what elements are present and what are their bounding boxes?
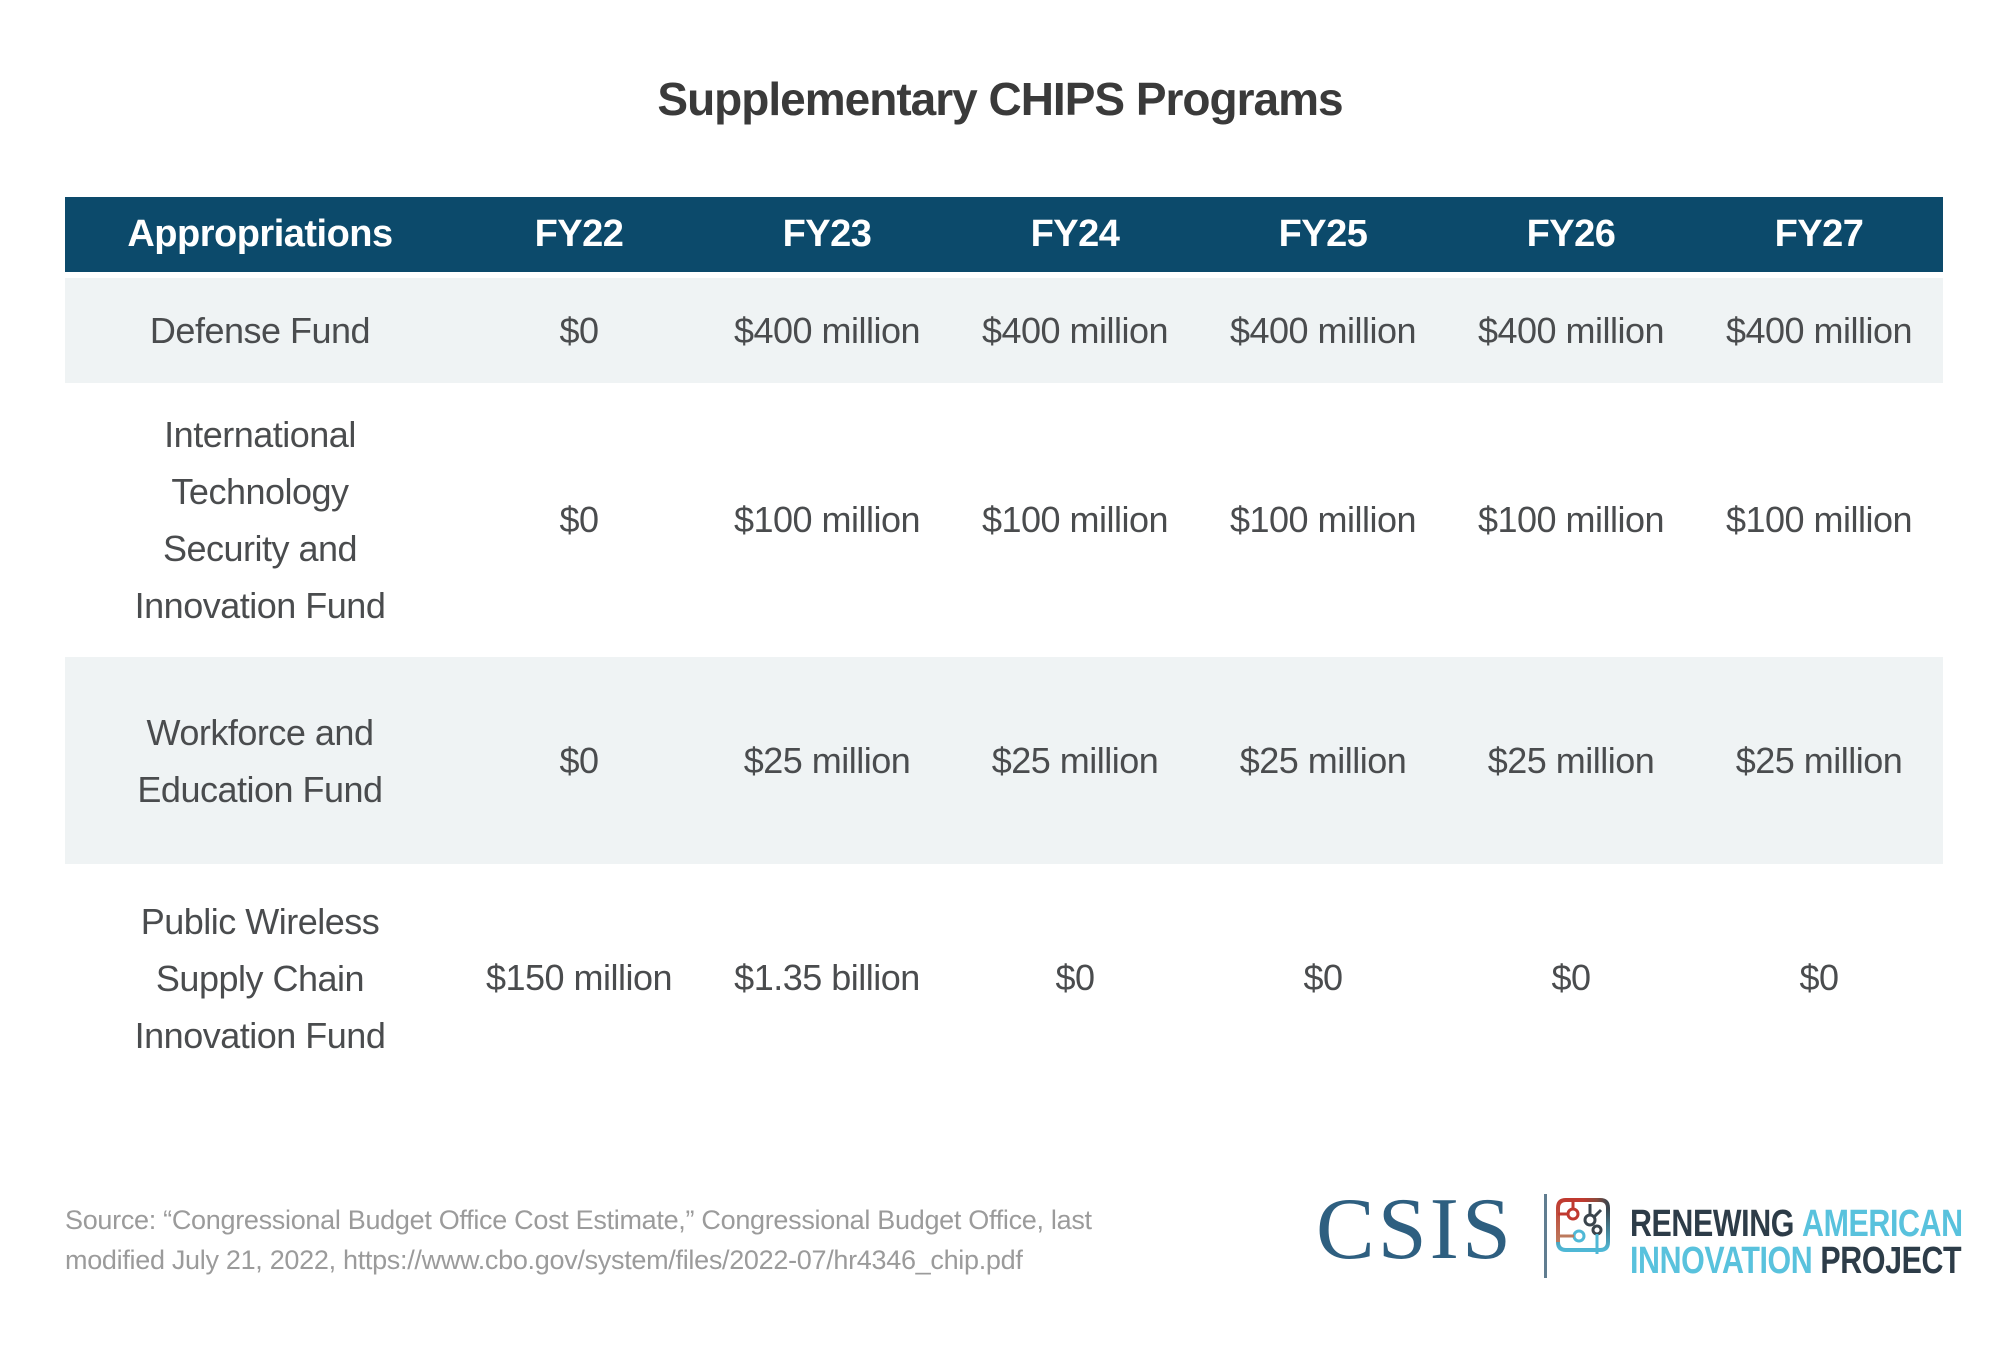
branding-block: CSIS [1300,1180,1963,1320]
source-note: Source: “Congressional Budget Office Cos… [65,1205,1092,1275]
appropriations-table: Appropriations FY22 FY23 FY24 FY25 FY26 FY27 D… [65,197,1943,1092]
value-cell: $0 [1303,957,1343,998]
table-row: International Technology Security and In… [65,383,1943,657]
value-cell: $0 [1799,957,1839,998]
raip-project-label: PROJECT [1820,1240,1962,1282]
value-cell: $0 [559,309,599,351]
value-cell: $400 million [733,309,921,351]
column-header: FY26 [1447,197,1695,278]
circuit-chip-icon [1554,1196,1612,1265]
value-cell: $25 million [1239,739,1407,781]
value-cell: $400 million [981,309,1169,351]
row-name-cell: Workforce and Education Fund [137,711,383,810]
raip-american-label: AMERICAN [1802,1203,1963,1245]
value-cell: $100 million [1229,499,1417,540]
value-cell: $400 million [1477,309,1665,351]
column-header: FY25 [1199,197,1447,278]
value-cell: $0 [559,499,599,540]
value-cell: $400 million [1725,309,1913,351]
value-cell: $400 million [1229,309,1417,351]
column-header: FY22 [455,197,703,278]
value-cell: $100 million [1477,499,1665,540]
renewing-american-innovation-project-logo: RENEWING AMERICAN INNOVATION PROJECT [1630,1203,2000,1282]
value-cell: $1.35 billion [734,957,920,998]
row-name-cell: International Technology Security and In… [134,414,386,626]
row-name-cell: Defense Fund [149,310,371,351]
csis-logo: CSIS [1316,1181,1514,1278]
page-title: Supplementary CHIPS Programs [657,73,1343,125]
value-cell: $100 million [981,499,1169,540]
value-cell: $150 million [485,957,673,998]
column-header: Appropriations [65,197,455,278]
logo-divider [1544,1194,1547,1278]
table-body: Defense Fund $0 $400 million $400 million $4… [65,275,1943,1092]
value-cell: $25 million [991,739,1159,781]
value-cell: $100 million [1725,499,1913,540]
table-header-row: Appropriations FY22 FY23 FY24 FY25 FY26 FY27 [65,197,1943,278]
raip-line-1: RENEWING AMERICAN [1630,1203,1963,1245]
value-cell: $25 million [743,739,911,781]
value-cell: $25 million [1735,739,1903,781]
column-header: FY23 [703,197,951,278]
table-row: Public Wireless Supply Chain Innovation … [65,864,1943,1092]
raip-innovation-label: INNOVATION [1630,1240,1813,1282]
raip-renewing-label: RENEWING [1630,1203,1794,1245]
value-cell: $0 [559,739,599,781]
header-row: Appropriations FY22 FY23 FY24 FY25 FY26 FY27 [65,197,1943,278]
table-row: Defense Fund $0 $400 million $400 million $4… [65,275,1943,383]
appropriations-table-container: Appropriations FY22 FY23 FY24 FY25 FY26 FY27 D… [65,197,1943,1092]
column-header: FY27 [1695,197,1943,278]
value-cell: $0 [1551,957,1591,998]
value-cell: $0 [1055,957,1095,998]
raip-line-2: INNOVATION PROJECT [1630,1240,1963,1282]
table-row: Workforce and Education Fund $0 $25 millio… [65,657,1943,864]
row-name-cell: Public Wireless Supply Chain Innovation … [134,900,386,1056]
value-cell: $100 million [733,499,921,540]
value-cell: $25 million [1487,739,1655,781]
column-header: FY24 [951,197,1199,278]
